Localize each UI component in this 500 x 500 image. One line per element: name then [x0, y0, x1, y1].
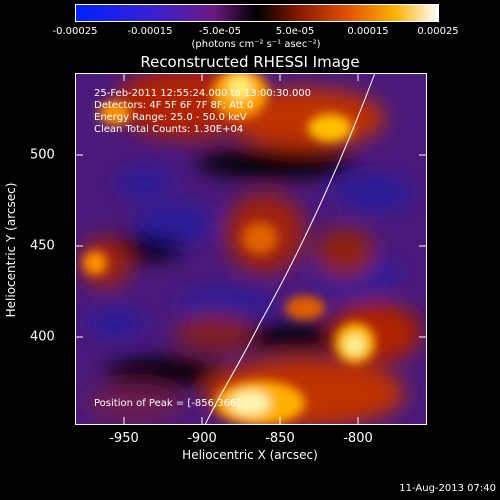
info-line-detectors: Detectors: 4F 5F 6F 7F 8F; Att 0	[94, 100, 254, 111]
y-axis-label: Heliocentric Y (arcsec)	[4, 182, 18, 318]
colorbar-tick: 0.00015	[347, 26, 389, 37]
colorbar-units: (photons cm⁻² s⁻¹ asec⁻²)	[191, 39, 321, 50]
plot-title: Reconstructed RHESSI Image	[140, 53, 360, 71]
x-tick-label: -950	[109, 431, 139, 446]
info-line-counts: Clean Total Counts: 1.30E+04	[94, 124, 244, 135]
colorbar-tick: 5.0e-05	[275, 26, 315, 37]
colorbar-tick: 0.00025	[417, 26, 459, 37]
y-tick-label: 450	[30, 238, 55, 254]
info-line-time: 25-Feb-2011 12:55:24.000 to 13:00:30.000	[94, 88, 312, 99]
timestamp: 11-Aug-2013 07:40	[399, 483, 496, 494]
x-tick-label: -900	[187, 431, 217, 446]
colorbar-tick: -0.00025	[52, 26, 98, 37]
info-line-energy: Energy Range: 25.0 - 50.0 keV	[94, 112, 247, 123]
rhessi-image	[75, 73, 427, 425]
x-tick-label: -850	[265, 431, 295, 446]
colorbar-tick: -0.00015	[127, 26, 173, 37]
y-tick-label: 400	[30, 329, 55, 345]
x-tick-label: -800	[343, 431, 373, 446]
colorbar	[75, 4, 439, 22]
peak-position: Position of Peak = [-856,366]	[94, 398, 241, 409]
colorbar-tick: -5.0e-05	[199, 26, 241, 37]
x-axis-label: Heliocentric X (arcsec)	[182, 448, 318, 462]
y-tick-label: 500	[30, 147, 55, 163]
